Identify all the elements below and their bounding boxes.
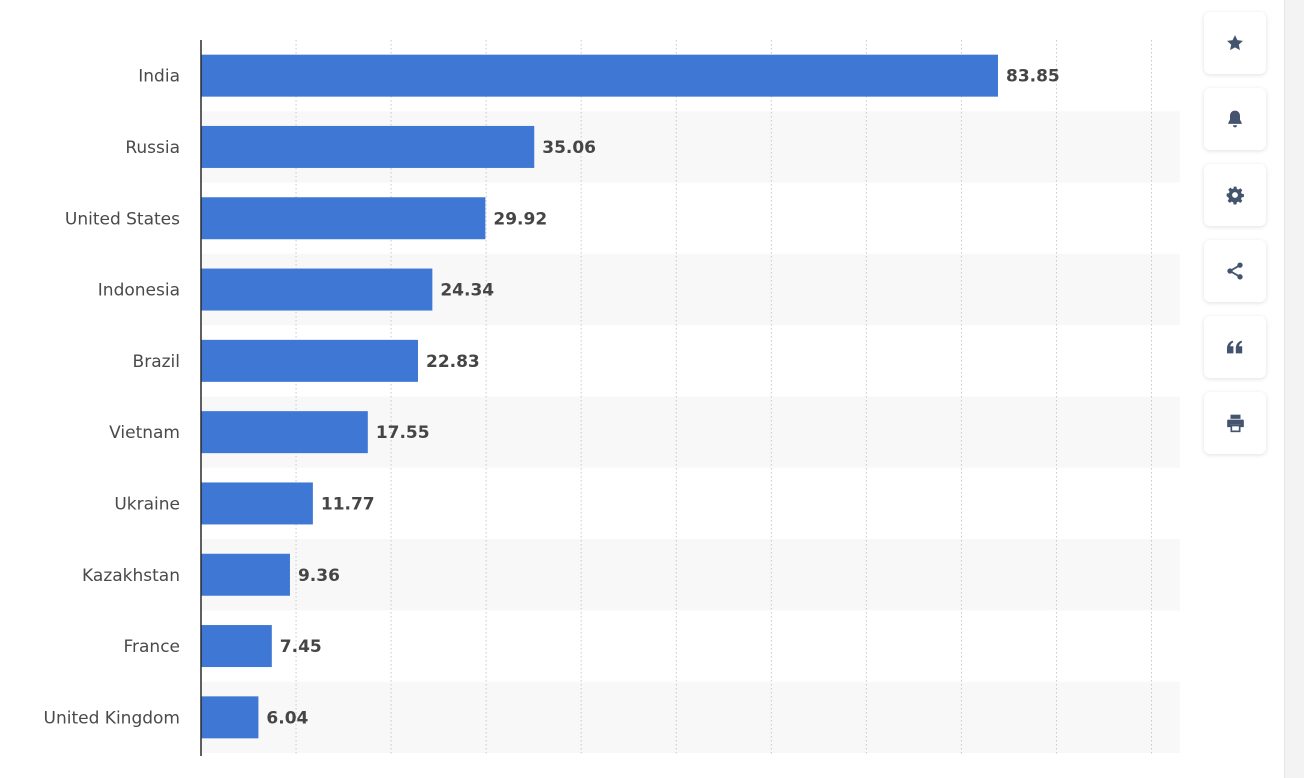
notification-button[interactable] [1204, 88, 1266, 150]
category-labels: India Russia United States Indonesia Brazil V… [44, 67, 181, 729]
row-bands [201, 111, 1180, 753]
bar[interactable] [201, 411, 368, 454]
scrollbar-track[interactable] [1284, 0, 1304, 778]
bar[interactable] [201, 268, 433, 311]
value-label: 9.36 [298, 566, 340, 586]
bars [201, 54, 998, 739]
value-label: 83.85 [1006, 67, 1060, 87]
row-band [201, 539, 1180, 611]
gear-icon [1226, 186, 1244, 205]
category-label: Kazakhstan [82, 566, 180, 586]
bar-chart: India Russia United States Indonesia Brazil V… [43, 40, 1180, 756]
side-toolbar [1204, 12, 1266, 468]
quote-icon [1227, 340, 1243, 354]
settings-button[interactable] [1204, 164, 1266, 226]
value-labels: 83.85 35.06 29.92 24.34 22.83 17.55 11.77 9.36 7… [266, 67, 1059, 729]
category-label: France [123, 637, 180, 657]
bar[interactable] [201, 553, 290, 596]
category-label: Brazil [133, 352, 180, 372]
value-label: 6.04 [266, 708, 308, 728]
bar[interactable] [201, 625, 272, 668]
share-icon [1227, 262, 1243, 280]
value-label: 29.92 [493, 209, 547, 229]
category-label: United States [65, 209, 180, 229]
row-band [201, 681, 1180, 753]
bar[interactable] [201, 54, 998, 97]
value-label: 35.06 [542, 138, 596, 158]
value-label: 24.34 [440, 281, 494, 301]
bar[interactable] [201, 696, 259, 739]
category-label: United Kingdom [44, 708, 180, 728]
star-icon [1227, 35, 1243, 51]
bar[interactable] [201, 197, 486, 240]
category-label: Ukraine [114, 494, 180, 514]
value-label: 17.55 [376, 423, 430, 443]
share-button[interactable] [1204, 240, 1266, 302]
cite-button[interactable] [1204, 316, 1266, 378]
category-label: Russia [125, 138, 180, 158]
favorite-button[interactable] [1204, 12, 1266, 74]
value-label: 22.83 [426, 352, 480, 372]
value-label: 11.77 [321, 494, 375, 514]
category-label: Indonesia [98, 281, 180, 301]
value-label: 7.45 [280, 637, 322, 657]
category-label: India [138, 67, 180, 87]
gridlines [295, 40, 1152, 756]
print-button[interactable] [1204, 392, 1266, 454]
category-label: Vietnam [109, 423, 180, 443]
bar[interactable] [201, 339, 418, 382]
bar[interactable] [201, 125, 535, 168]
printer-icon [1226, 414, 1244, 433]
bar[interactable] [201, 482, 313, 525]
bell-icon [1228, 110, 1242, 128]
